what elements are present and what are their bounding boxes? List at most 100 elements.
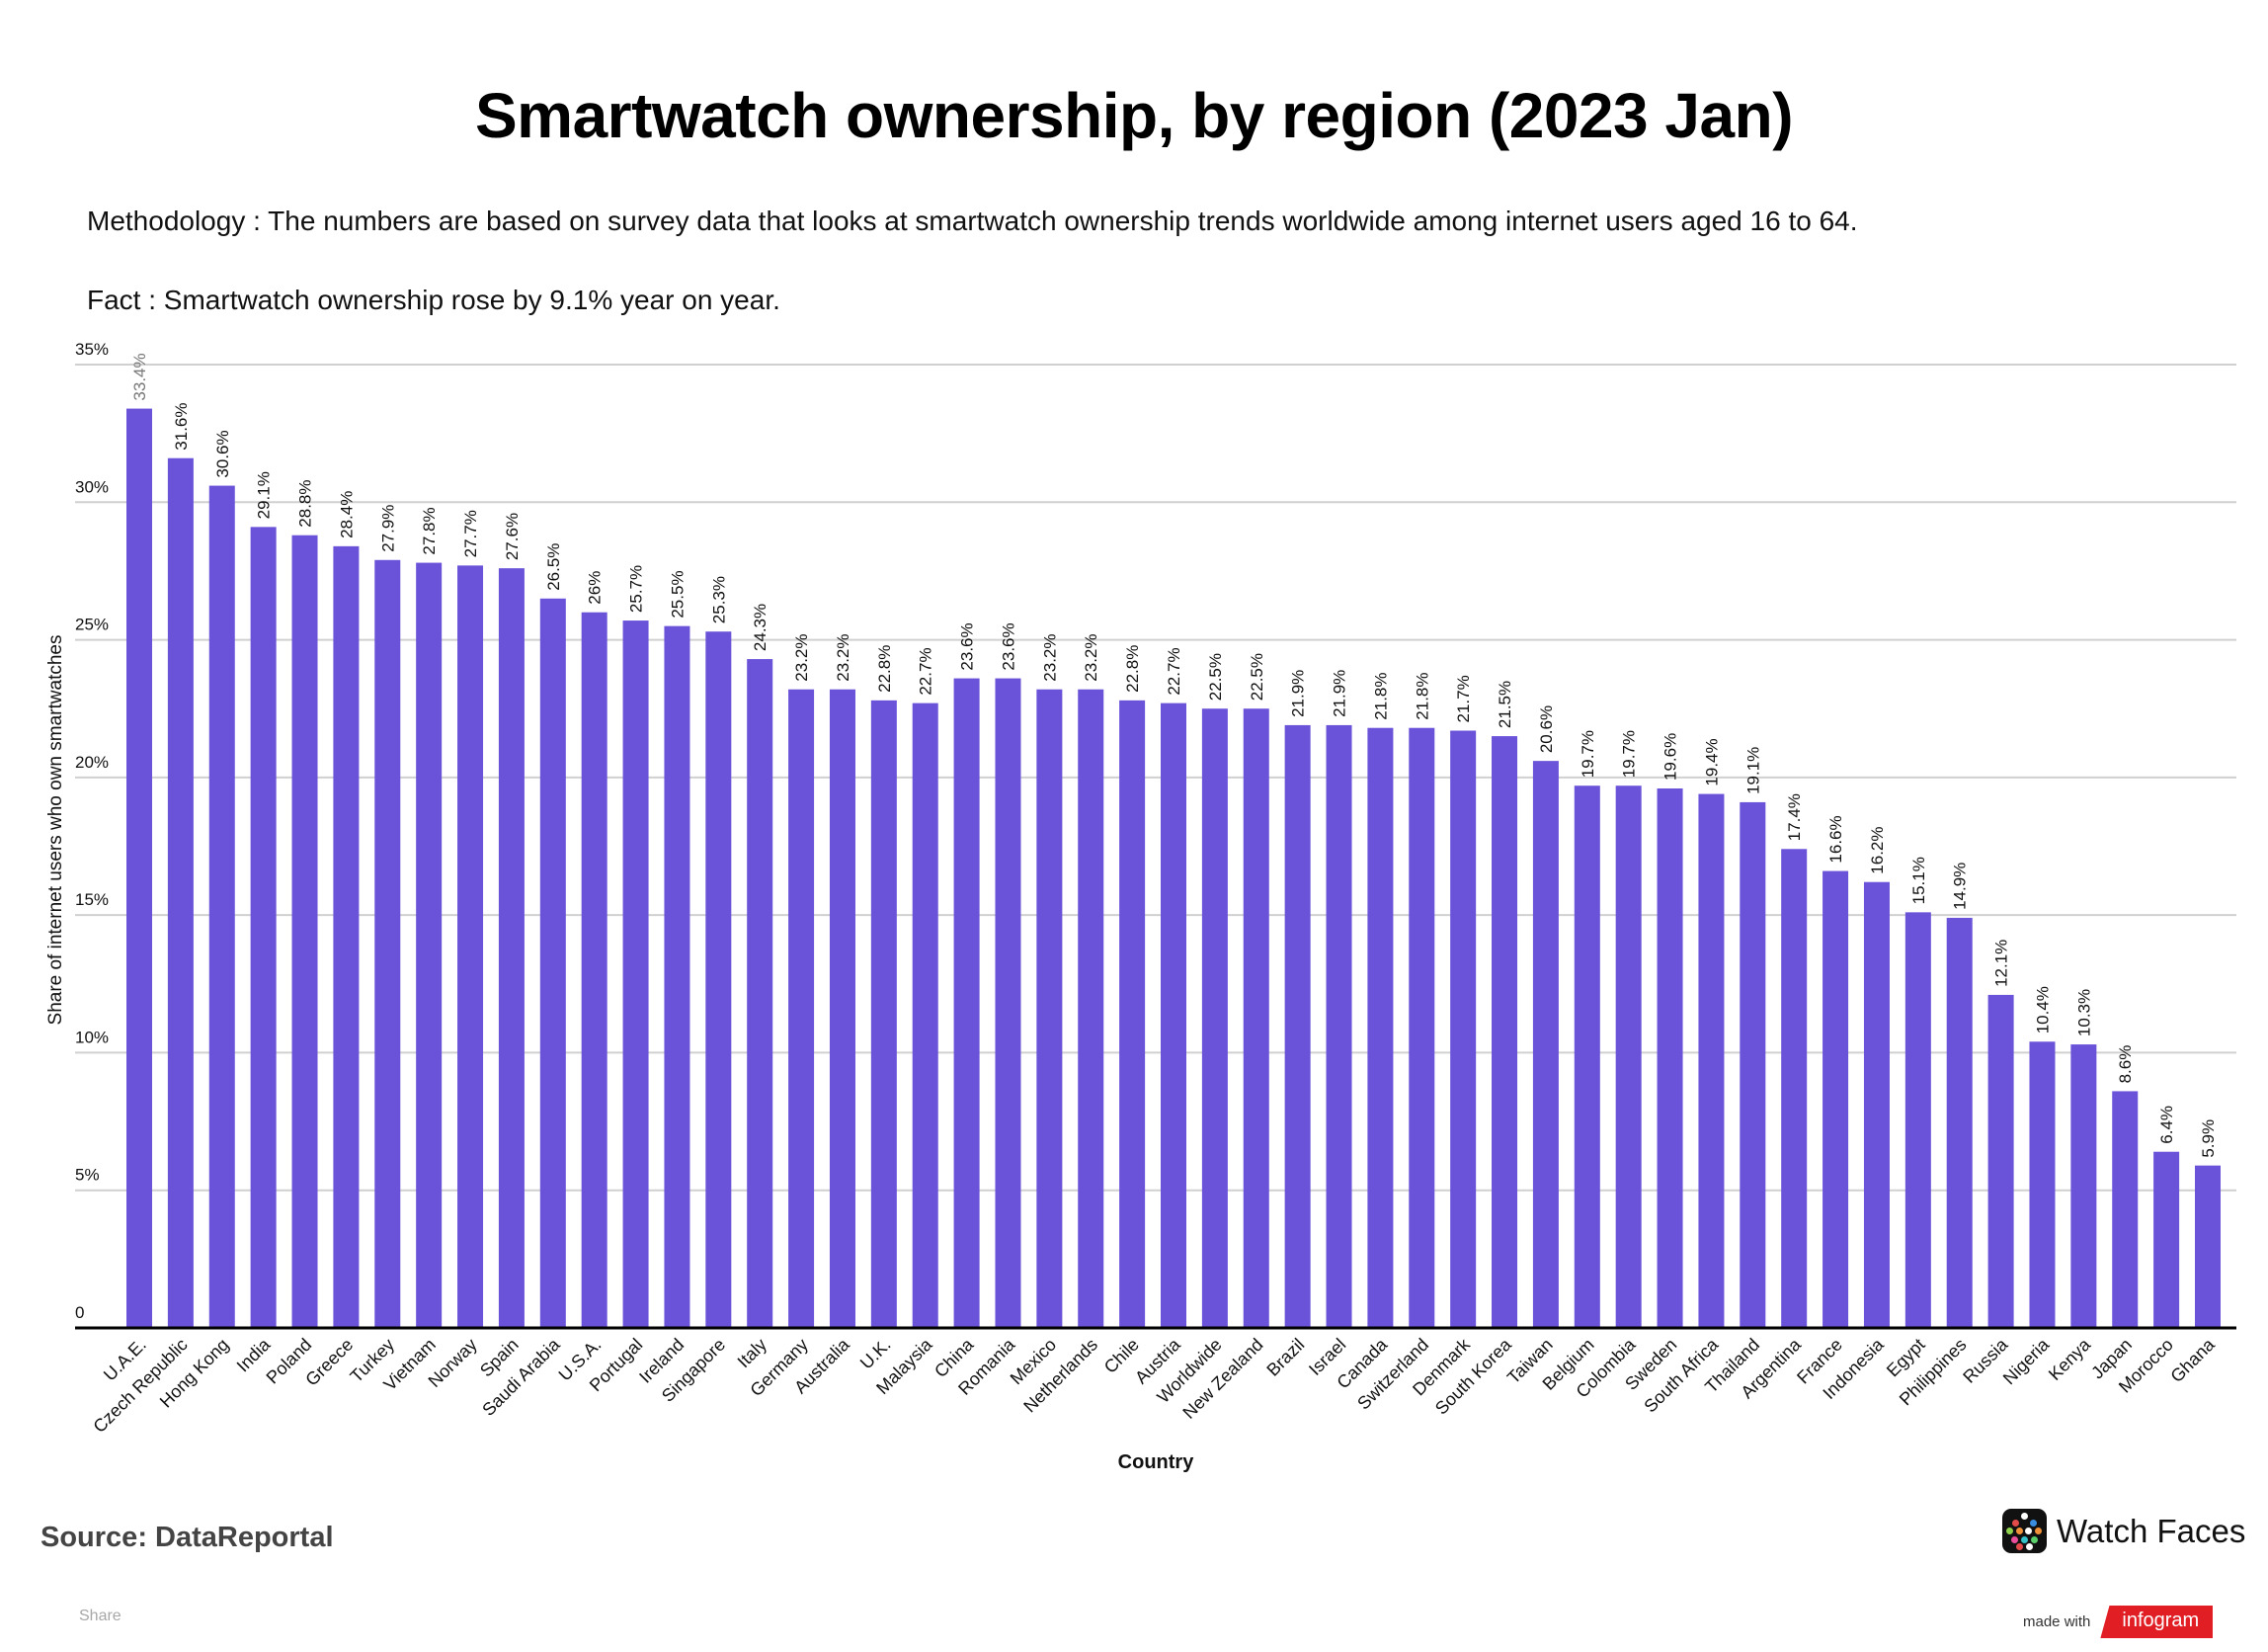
icon-dot — [2016, 1528, 2023, 1534]
data-label: 21.5% — [1496, 681, 1514, 728]
data-label: 25.7% — [627, 565, 646, 613]
watch-faces-app-icon — [2002, 1509, 2047, 1553]
bar[interactable] — [1078, 689, 1104, 1328]
data-label: 21.7% — [1454, 675, 1473, 722]
data-label: 27.9% — [378, 505, 397, 552]
bar[interactable] — [2029, 1041, 2056, 1328]
bar[interactable] — [539, 598, 566, 1328]
data-label: 25.5% — [668, 570, 687, 618]
bar[interactable] — [1822, 870, 1849, 1328]
data-label: 33.4% — [130, 353, 149, 400]
infogram-logo[interactable]: infogram — [2100, 1606, 2214, 1638]
data-label: 27.6% — [503, 513, 522, 560]
bar[interactable] — [1119, 700, 1146, 1328]
bar[interactable] — [1492, 736, 1518, 1328]
bar[interactable] — [747, 659, 773, 1328]
icon-dot — [2035, 1528, 2042, 1534]
bar[interactable] — [457, 565, 484, 1328]
bar[interactable] — [581, 612, 608, 1328]
y-tick-label: 35% — [75, 340, 109, 359]
bar[interactable] — [1863, 881, 1890, 1328]
bar[interactable] — [291, 535, 318, 1328]
x-tick-label: Brazil — [1262, 1335, 1308, 1380]
icon-dot — [2021, 1513, 2028, 1520]
made-with-infogram[interactable]: made with infogram — [2023, 1606, 2214, 1638]
data-label: 19.7% — [1620, 730, 1639, 778]
source-note: Source: DataReportal — [40, 1522, 334, 1553]
bar[interactable] — [664, 625, 690, 1328]
data-label: 22.8% — [875, 645, 894, 693]
bar[interactable] — [705, 631, 732, 1328]
bar[interactable] — [1657, 788, 1683, 1328]
bars — [126, 408, 2221, 1329]
bar[interactable] — [1946, 917, 1973, 1328]
bar[interactable] — [1409, 727, 1435, 1328]
x-axis-title: Country — [1118, 1451, 1195, 1473]
y-tick-label: 20% — [75, 753, 109, 772]
bar[interactable] — [1987, 994, 2014, 1328]
bar[interactable] — [1243, 708, 1269, 1328]
data-label: 6.4% — [2157, 1106, 2176, 1144]
bar[interactable] — [1904, 912, 1931, 1328]
bar[interactable] — [1698, 793, 1725, 1328]
bar[interactable] — [1740, 801, 1766, 1328]
x-tick-label: Greece — [301, 1335, 357, 1390]
bar[interactable] — [1201, 708, 1228, 1328]
bar[interactable] — [1326, 724, 1352, 1328]
bar[interactable] — [250, 527, 277, 1328]
brand-logo: Watch Faces — [2002, 1509, 2245, 1553]
bar[interactable] — [126, 408, 152, 1329]
data-label: 23.2% — [1040, 634, 1059, 682]
icon-dot — [2030, 1520, 2037, 1527]
y-tick-label: 30% — [75, 477, 109, 496]
data-label: 22.8% — [1123, 645, 1142, 693]
data-label: 22.7% — [1165, 647, 1183, 695]
bar[interactable] — [1615, 785, 1642, 1328]
bar[interactable] — [2195, 1165, 2221, 1328]
bar[interactable] — [1036, 689, 1063, 1328]
y-axis-title: Share of internet users who own smartwat… — [45, 635, 66, 1026]
data-label: 21.9% — [1331, 670, 1349, 717]
bar[interactable] — [2070, 1044, 2097, 1328]
bar[interactable] — [333, 545, 360, 1328]
bar[interactable] — [1781, 849, 1808, 1328]
bar[interactable] — [416, 562, 443, 1328]
bar[interactable] — [498, 568, 525, 1328]
bar[interactable] — [953, 678, 980, 1328]
bar[interactable] — [1450, 730, 1477, 1329]
data-label: 16.6% — [1826, 815, 1845, 863]
x-tick-label: Italy — [734, 1335, 770, 1371]
bar[interactable] — [374, 559, 401, 1328]
data-label: 26% — [586, 571, 605, 605]
data-label: 30.6% — [213, 430, 232, 477]
bar[interactable] — [829, 689, 855, 1328]
bar[interactable] — [167, 457, 194, 1328]
bar[interactable] — [995, 678, 1021, 1328]
bar[interactable] — [622, 620, 649, 1328]
bar[interactable] — [1161, 702, 1186, 1328]
share-link[interactable]: Share — [79, 1608, 122, 1624]
data-label: 27.8% — [420, 507, 439, 554]
bar[interactable] — [788, 689, 815, 1328]
bar[interactable] — [1532, 761, 1559, 1328]
data-label: 17.4% — [1785, 793, 1804, 841]
bar[interactable] — [208, 485, 235, 1329]
bar[interactable] — [2153, 1151, 2180, 1328]
data-label: 16.2% — [1868, 827, 1887, 874]
data-label: 21.8% — [1413, 673, 1431, 720]
data-label: 10.3% — [2074, 989, 2093, 1036]
data-label: 12.1% — [1992, 940, 2011, 987]
data-label: 23.6% — [958, 622, 977, 670]
bar[interactable] — [2112, 1091, 2139, 1328]
data-label: 19.4% — [1702, 738, 1721, 785]
y-tick-label: 0 — [75, 1303, 84, 1322]
x-tick-label: Ghana — [2166, 1334, 2219, 1386]
bar[interactable] — [870, 700, 897, 1328]
bar[interactable] — [912, 702, 938, 1328]
icon-dot — [2031, 1536, 2038, 1543]
bar[interactable] — [1574, 785, 1600, 1328]
bar[interactable] — [1367, 727, 1394, 1328]
bar[interactable] — [1284, 724, 1311, 1328]
data-label: 28.8% — [296, 480, 315, 528]
